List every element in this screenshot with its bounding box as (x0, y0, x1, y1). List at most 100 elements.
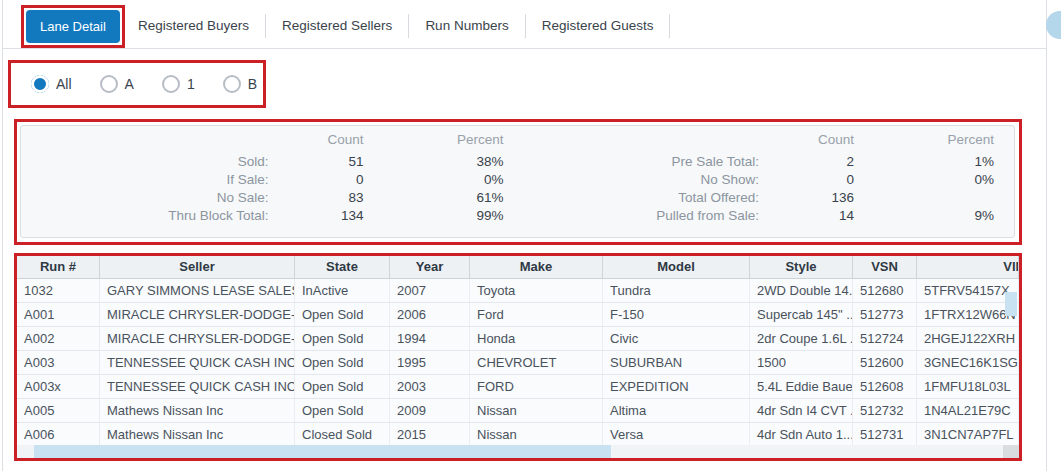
cell-year: 1995 (390, 351, 470, 374)
column-header-year[interactable]: Year (390, 256, 470, 278)
stat-count: 14 (759, 208, 854, 223)
stat-percent: 0% (854, 172, 994, 187)
table-row[interactable]: A003 TENNESSEE QUICK CASH INC Open Sold … (17, 351, 1019, 375)
cell-style: 1500 (750, 351, 853, 374)
column-header-run[interactable]: Run # (17, 256, 100, 278)
radio-option-1[interactable]: 1 (162, 75, 195, 93)
stat-label: Sold: (21, 154, 269, 169)
stat-label: Pre Sale Total: (518, 154, 760, 169)
cell-year: 1994 (390, 327, 470, 350)
cell-year: 2006 (390, 303, 470, 326)
radio-option-all[interactable]: All (31, 75, 72, 93)
stat-label: No Show: (518, 172, 760, 187)
cell-make: Nissan (470, 399, 603, 422)
column-header-model[interactable]: Model (603, 256, 750, 278)
cell-model: EXPEDITION (603, 375, 750, 398)
cell-model: Tundra (603, 279, 750, 302)
radio-option-a[interactable]: A (100, 75, 134, 93)
cell-year: 2009 (390, 399, 470, 422)
cell-seller: MIRACLE CHRYSLER-DODGE-J... (100, 327, 295, 350)
table-row[interactable]: A002 MIRACLE CHRYSLER-DODGE-J... Open So… (17, 327, 1019, 351)
column-header-make[interactable]: Make (470, 256, 603, 278)
radio-unselected-icon (100, 75, 118, 93)
count-header: Count (269, 130, 364, 156)
run-list-table: Run # Seller State Year Make Model Style… (14, 253, 1022, 461)
tab-run-numbers[interactable]: Run Numbers (409, 18, 524, 33)
table-row[interactable]: A005 Mathews Nissan Inc Open Sold 2009 N… (17, 399, 1019, 423)
stat-count: 0 (269, 172, 364, 187)
cell-style: 2WD Double 14... (750, 279, 853, 302)
cell-model: Altima (603, 399, 750, 422)
radio-unselected-icon (223, 75, 241, 93)
cell-run: A003 (17, 351, 100, 374)
table-header-row: Run # Seller State Year Make Model Style… (17, 256, 1019, 279)
stat-count: 2 (759, 154, 854, 169)
percent-header: Percent (854, 130, 994, 156)
cell-seller: TENNESSEE QUICK CASH INC (100, 375, 295, 398)
cell-vsn: 512731 (853, 423, 917, 446)
cell-make: Toyota (470, 279, 603, 302)
cell-make: CHEVROLET (470, 351, 603, 374)
tab-lane-detail[interactable]: Lane Detail (26, 10, 120, 43)
cell-state: Open Sold (295, 351, 390, 374)
sale-summary-inner: Count Percent Sold: 51 38% If Sale: 0 0%… (20, 125, 1015, 238)
radio-option-b[interactable]: B (223, 75, 257, 93)
table-row[interactable]: A001 MIRACLE CHRYSLER-DODGE-J... Open So… (17, 303, 1019, 327)
table-row[interactable]: 1032 GARY SIMMONS LEASE SALES ... InActi… (17, 279, 1019, 303)
horizontal-scrollbar-thumb[interactable] (34, 445, 611, 458)
column-header-state[interactable]: State (295, 256, 390, 278)
column-header-seller[interactable]: Seller (100, 256, 295, 278)
cell-year: 2015 (390, 423, 470, 446)
stat-percent: 61% (364, 190, 504, 205)
tab-bar: Registered Buyers Registered Sellers Run… (122, 9, 670, 42)
cell-run: A001 (17, 303, 100, 326)
floating-circle-button[interactable] (1046, 11, 1061, 39)
stat-count: 136 (759, 190, 854, 205)
cell-year: 2003 (390, 375, 470, 398)
cell-vsn: 512608 (853, 375, 917, 398)
cell-seller: Mathews Nissan Inc (100, 423, 295, 446)
cell-model: F-150 (603, 303, 750, 326)
table-row[interactable]: A003x TENNESSEE QUICK CASH INC Open Sold… (17, 375, 1019, 399)
radio-label: A (125, 76, 134, 92)
tab-registered-guests[interactable]: Registered Guests (526, 18, 670, 33)
stat-label: If Sale: (21, 172, 269, 187)
cell-vsn: 512732 (853, 399, 917, 422)
count-header: Count (759, 130, 854, 156)
active-tab-annotation: Lane Detail (21, 5, 125, 48)
stat-count: 134 (269, 208, 364, 223)
panel-left-border (2, 0, 3, 471)
cell-seller: Mathews Nissan Inc (100, 399, 295, 422)
percent-header: Percent (364, 130, 504, 156)
tab-registered-sellers[interactable]: Registered Sellers (266, 18, 408, 33)
cell-model: SUBURBAN (603, 351, 750, 374)
tab-registered-buyers[interactable]: Registered Buyers (122, 18, 265, 33)
cell-seller: TENNESSEE QUICK CASH INC (100, 351, 295, 374)
cell-style: Supercab 145" ... (750, 303, 853, 326)
cell-make: Ford (470, 303, 603, 326)
vertical-scrollbar-thumb[interactable] (1005, 292, 1017, 316)
summary-right-group: Count Percent Pre Sale Total: 2 1% No Sh… (518, 134, 1015, 237)
column-header-style[interactable]: Style (750, 256, 853, 278)
horizontal-scrollbar[interactable] (17, 445, 1019, 458)
cell-vsn: 512773 (853, 303, 917, 326)
radio-label: B (248, 76, 257, 92)
stat-count: 83 (269, 190, 364, 205)
stat-label: Thru Block Total: (21, 208, 269, 223)
stat-percent: 0% (364, 172, 504, 187)
stat-count: 51 (269, 154, 364, 169)
spacer (518, 130, 760, 156)
radio-selected-icon (31, 75, 49, 93)
radio-label: All (56, 76, 72, 92)
cell-seller: GARY SIMMONS LEASE SALES ... (100, 279, 295, 302)
table-row[interactable]: A006 Mathews Nissan Inc Closed Sold 2015… (17, 423, 1019, 447)
cell-vin: 3GNEC16K1SG (917, 351, 1019, 374)
cell-year: 2007 (390, 279, 470, 302)
tabbar-divider (2, 48, 1046, 49)
cell-model: Versa (603, 423, 750, 446)
cell-state: Open Sold (295, 399, 390, 422)
cell-make: Honda (470, 327, 603, 350)
column-header-vsn[interactable]: VSN (853, 256, 917, 278)
cell-vsn: 512724 (853, 327, 917, 350)
column-header-vin[interactable]: VIN (917, 256, 1019, 278)
